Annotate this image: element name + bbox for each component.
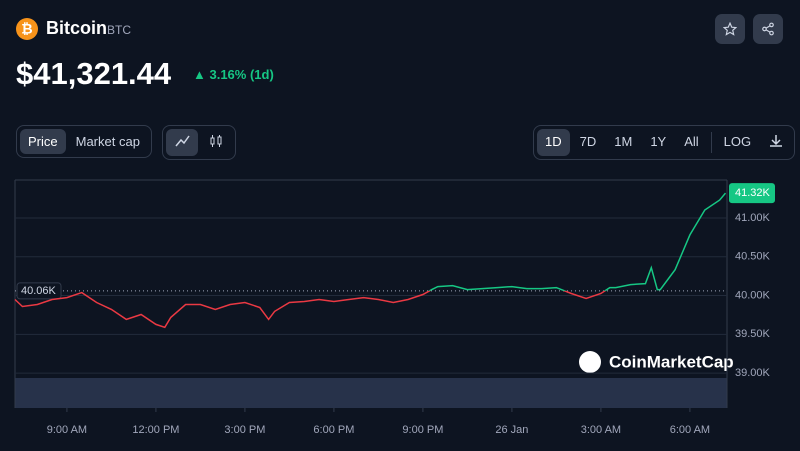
y-tick-label: 41.00K <box>735 212 771 224</box>
coin-icon: ₿ <box>16 18 38 40</box>
coin-name: Bitcoin <box>46 18 107 38</box>
price-line-below <box>14 290 607 329</box>
metric-tabs: Price Market cap <box>16 125 152 158</box>
download-button[interactable] <box>761 129 791 156</box>
range-tab[interactable]: 1D <box>537 129 570 156</box>
x-tick-label: 6:00 PM <box>313 424 354 436</box>
watermark: CoinMarketCap <box>609 352 734 371</box>
x-tick-label: 3:00 PM <box>224 424 265 436</box>
share-button[interactable] <box>753 14 783 44</box>
range-tab[interactable]: 7D <box>579 134 597 149</box>
candle-chart-button[interactable] <box>200 129 232 156</box>
range-tabs: 1D 7D 1M 1Y All LOG <box>533 125 796 160</box>
y-tick-label: 39.00K <box>735 367 771 379</box>
reference-label: 40.06K <box>21 285 57 297</box>
range-tab[interactable]: 1M <box>614 134 633 149</box>
current-label-bg <box>729 183 775 204</box>
y-tick-label: 40.00K <box>735 289 771 301</box>
metric-tab[interactable]: Price <box>20 129 66 154</box>
svg-text:₿: ₿ <box>21 21 32 37</box>
range-tab[interactable]: All <box>684 134 699 149</box>
x-tick-label: 6:00 AM <box>670 424 710 436</box>
volume-area <box>15 378 727 408</box>
x-tick-label: 26 Jan <box>495 424 528 436</box>
x-tick-label: 9:00 AM <box>47 424 87 436</box>
metric-tab[interactable]: Market cap <box>75 134 140 149</box>
reference-label-bg <box>16 282 62 300</box>
y-tick-label: 40.50K <box>735 251 771 263</box>
chart-type-toggle <box>162 125 236 160</box>
price: $41,321.44 <box>16 56 172 91</box>
watchlist-button[interactable] <box>715 14 745 44</box>
x-tick-label: 3:00 AM <box>581 424 621 436</box>
price-change-text: 3.16% (1d) <box>209 67 274 82</box>
log-toggle[interactable]: LOG <box>723 134 752 149</box>
price-change: ▲ 3.16% (1d) <box>193 67 274 82</box>
price-chart: CoinMarketCap 39.00K 39.50K 40.00K 40.50K 41… <box>14 179 775 436</box>
y-tick-label: 39.50K <box>735 328 771 340</box>
x-tick-label: 9:00 PM <box>402 424 443 436</box>
separator <box>710 132 712 153</box>
x-tick-label: 12:00 PM <box>132 424 179 436</box>
current-label: 41.32K <box>735 187 771 199</box>
price-line-above <box>427 192 727 291</box>
range-tab[interactable]: 1Y <box>650 134 667 149</box>
watermark-logo <box>579 351 601 373</box>
line-chart-button[interactable] <box>166 129 198 156</box>
coin-symbol: BTC <box>107 23 131 37</box>
